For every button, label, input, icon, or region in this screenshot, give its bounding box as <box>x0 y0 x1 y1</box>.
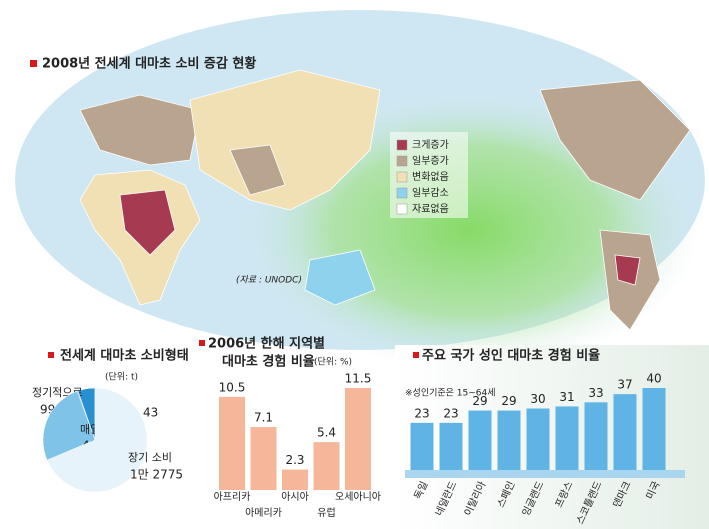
bar <box>642 388 666 470</box>
value-label: 29 <box>501 394 516 408</box>
continents <box>79 69 691 331</box>
legend-label: 일부증가 <box>412 155 449 167</box>
category-label: 아시아 <box>281 491 309 503</box>
value-label: 11.5 <box>345 372 372 386</box>
slice-label: 장기 소비 <box>128 451 172 464</box>
bar <box>439 422 463 470</box>
bar <box>555 406 579 470</box>
legend-swatch <box>396 187 408 199</box>
unit: (단위: %) <box>314 357 352 368</box>
value-label: 31 <box>559 390 574 404</box>
bar <box>613 394 637 470</box>
europe <box>79 94 201 166</box>
category-label: 아프리카 <box>214 491 251 503</box>
bullet <box>48 352 54 358</box>
legend-swatch <box>396 171 408 183</box>
value-label: 2.3 <box>285 453 304 467</box>
value-label: 5.4 <box>317 426 336 440</box>
legend-swatch <box>396 203 408 215</box>
legend-label: 변화없음 <box>412 170 449 183</box>
asia-south <box>229 144 286 196</box>
floor <box>405 470 685 478</box>
legend-swatch <box>396 155 408 167</box>
bar <box>526 408 550 470</box>
legend-label: 자료없음 <box>412 202 449 215</box>
map-title: 2008년 전세계 대마초 소비 증감 현황 <box>42 56 256 72</box>
north-america <box>539 79 691 201</box>
africa-increase <box>119 189 176 256</box>
legend-label: 일부감소 <box>412 187 449 199</box>
bar-title: 2006년 한해 지역별 <box>208 336 325 352</box>
bar <box>410 422 434 470</box>
bar <box>584 402 608 470</box>
bar <box>468 410 492 470</box>
slice-value: 43 <box>143 406 158 420</box>
bullet <box>199 340 205 346</box>
note: ※성인기준은 15~64세 <box>405 388 496 399</box>
value-label: 23 <box>414 406 429 420</box>
category-label: 유럽 <box>317 507 335 519</box>
pie-title: 전세계 대마초 소비형태 <box>60 348 189 364</box>
value-label: 33 <box>588 386 603 400</box>
bar-title: 대마초 경험 비율 <box>222 354 315 370</box>
pie-slice <box>42 390 96 461</box>
pie-slice <box>46 387 148 493</box>
bullet <box>30 60 37 67</box>
australia <box>304 249 376 306</box>
value-label: 23 <box>443 406 458 420</box>
asia <box>189 69 381 211</box>
bar <box>250 427 277 490</box>
south-america-increase <box>614 254 641 286</box>
value-label: 37 <box>617 378 632 392</box>
value-label: 40 <box>646 372 661 386</box>
legend-label: 크게증가 <box>412 139 449 151</box>
bar <box>282 469 308 490</box>
category-label: 아메리카 <box>245 507 282 519</box>
bullet <box>413 352 419 358</box>
value-label: 29 <box>472 394 487 408</box>
bar <box>219 396 245 490</box>
bar-title: 주요 국가 성인 대마초 경험 비율 <box>422 348 600 364</box>
bar <box>497 410 521 470</box>
value-label: 7.1 <box>254 411 273 425</box>
bar <box>313 442 340 490</box>
bar <box>345 388 371 490</box>
slice-value: 1만 2775 <box>130 468 183 482</box>
unit: (단위: t) <box>105 372 138 383</box>
source: (자료 : UNODC) <box>236 275 302 286</box>
value-label: 10.5 <box>219 380 246 394</box>
value-label: 30 <box>530 392 545 406</box>
category-label: 오세아니아 <box>335 491 381 503</box>
legend-swatch <box>396 139 408 151</box>
